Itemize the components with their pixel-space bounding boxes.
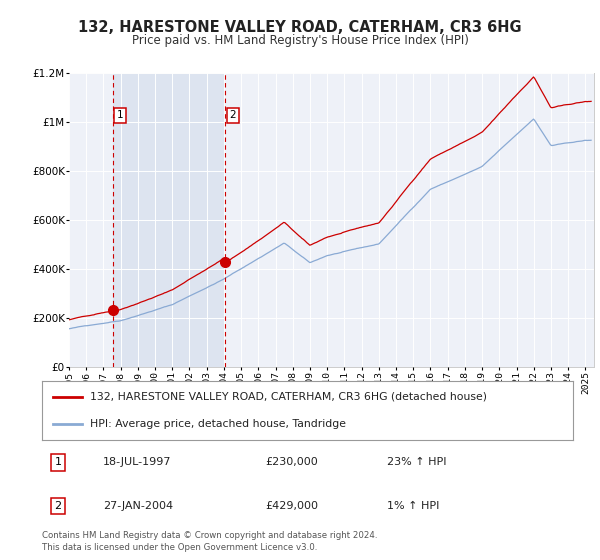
Bar: [113, 73, 225, 367]
Text: 2: 2: [55, 501, 61, 511]
Text: 18-JUL-1997: 18-JUL-1997: [103, 458, 172, 468]
Text: Price paid vs. HM Land Registry's House Price Index (HPI): Price paid vs. HM Land Registry's House …: [131, 34, 469, 46]
Text: 2: 2: [229, 110, 236, 120]
Text: Contains HM Land Registry data © Crown copyright and database right 2024.
This d: Contains HM Land Registry data © Crown c…: [42, 531, 377, 552]
Text: 23% ↑ HPI: 23% ↑ HPI: [387, 458, 446, 468]
Text: 27-JAN-2004: 27-JAN-2004: [103, 501, 173, 511]
Text: 132, HARESTONE VALLEY ROAD, CATERHAM, CR3 6HG: 132, HARESTONE VALLEY ROAD, CATERHAM, CR…: [78, 20, 522, 35]
Text: 1% ↑ HPI: 1% ↑ HPI: [387, 501, 440, 511]
Text: £429,000: £429,000: [265, 501, 318, 511]
Text: HPI: Average price, detached house, Tandridge: HPI: Average price, detached house, Tand…: [90, 419, 346, 429]
Text: £230,000: £230,000: [265, 458, 318, 468]
Text: 1: 1: [55, 458, 61, 468]
Text: 1: 1: [117, 110, 124, 120]
Text: 132, HARESTONE VALLEY ROAD, CATERHAM, CR3 6HG (detached house): 132, HARESTONE VALLEY ROAD, CATERHAM, CR…: [90, 391, 487, 402]
